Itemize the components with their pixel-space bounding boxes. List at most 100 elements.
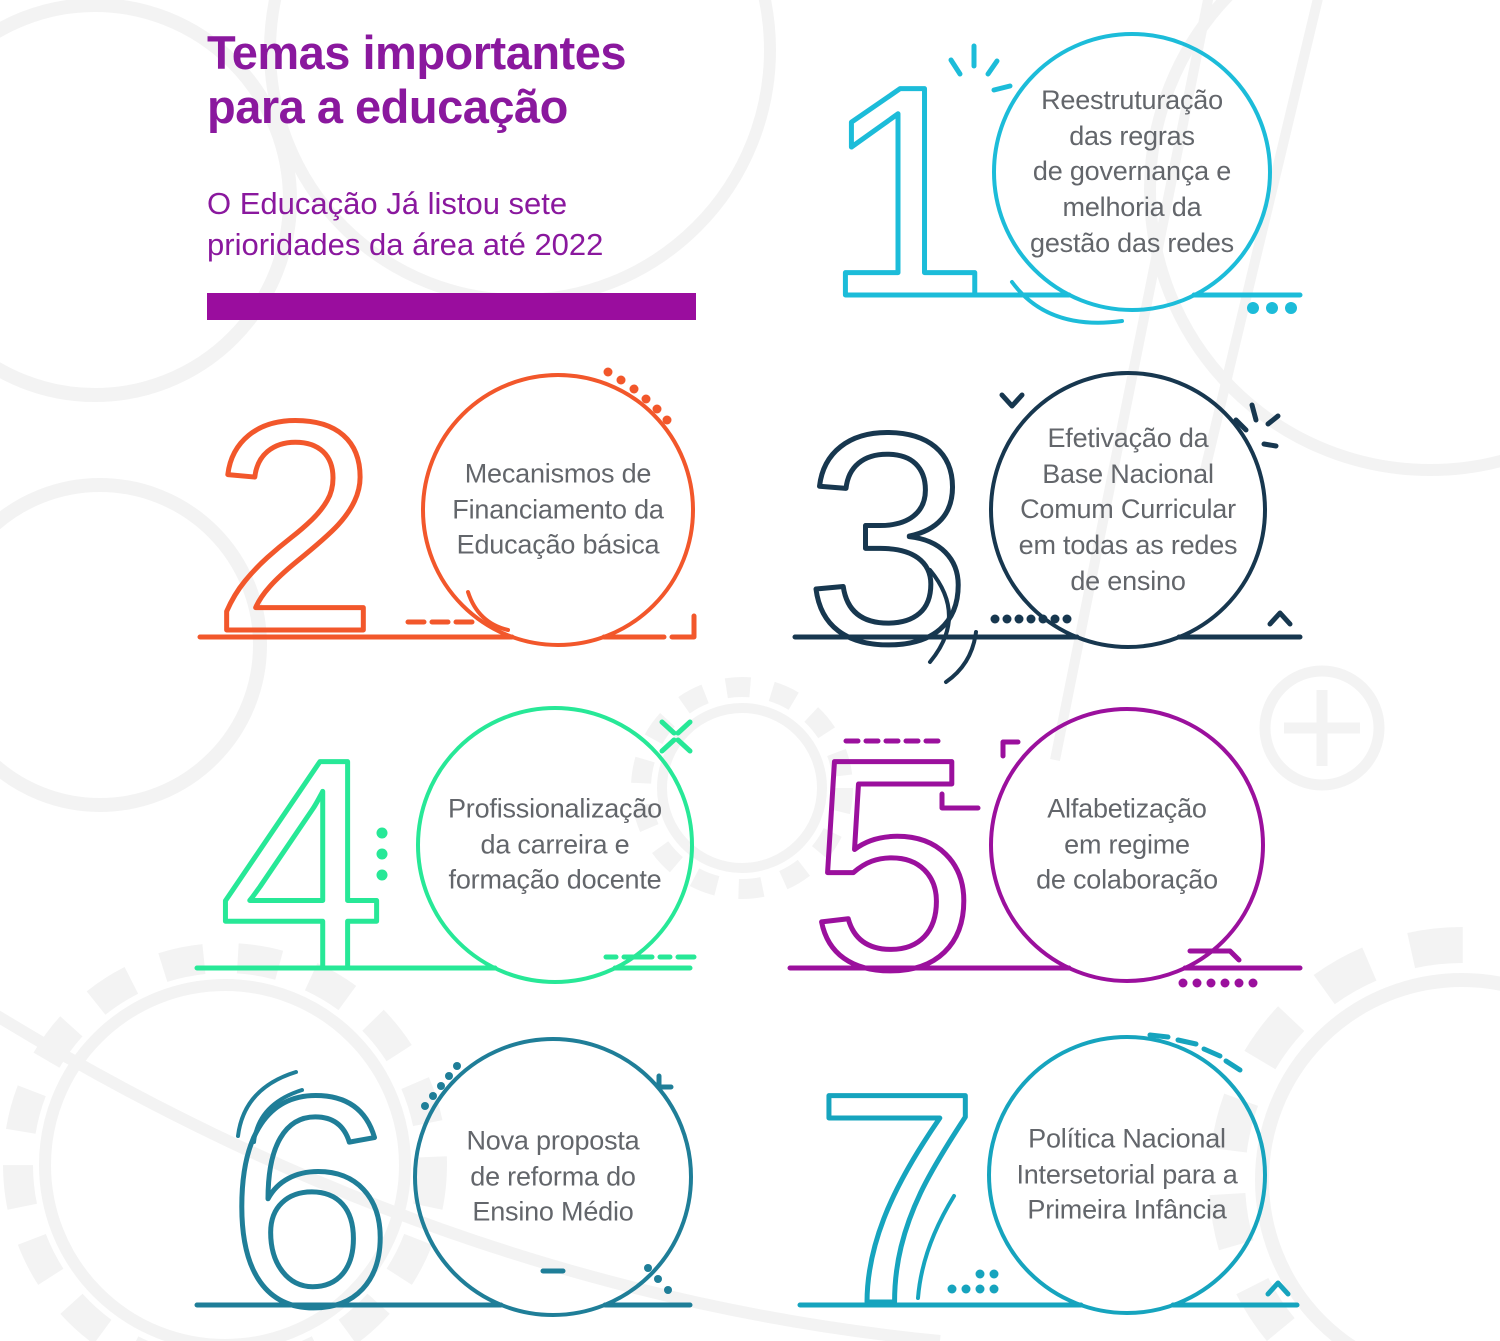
gear-outline-icon: [39, 979, 411, 1341]
item-1-circle: [992, 32, 1272, 312]
item-1-label: Reestruturação das regras de governança …: [1030, 84, 1234, 258]
dot: [376, 848, 388, 860]
item-6-group: 6: [194, 1031, 693, 1341]
dots-icon: [990, 614, 1072, 624]
dot: [652, 404, 662, 414]
item-5-group: 5: [787, 694, 1303, 1035]
x-icon: [659, 719, 693, 754]
dot: [1285, 302, 1297, 314]
item-1-number: 1: [823, 23, 990, 359]
gear-outline-icon: [0, 0, 297, 402]
item-5-label: Alfabetização em regime de colaboração: [1036, 793, 1218, 895]
double-arc-icon: [252, 1088, 304, 1144]
item-3-paren-arc: [928, 568, 951, 664]
dot: [654, 1275, 662, 1283]
dot: [616, 375, 626, 385]
streak: [1200, 0, 1323, 472]
dot: [629, 384, 639, 394]
corner-bracket-icon: [656, 1073, 674, 1090]
item-6-label: Nova proposta de reforma do Ensino Médio: [466, 1125, 640, 1227]
dot: [437, 1082, 445, 1090]
dot: [641, 394, 651, 404]
sweep-arc: [0, 1010, 941, 1341]
item-1-shadow-arc: [1010, 280, 1124, 325]
item-7-number: 7: [814, 1030, 981, 1341]
item-2-inner-arc: [466, 590, 510, 632]
gear-outline-icon: [1255, 973, 1500, 1341]
item-7-inner-arc: [916, 1194, 956, 1300]
dot: [421, 1102, 429, 1110]
dot: [989, 1269, 999, 1279]
dots-icon: [1178, 978, 1258, 988]
sparkle-icon: [948, 43, 1013, 93]
plus-circle-icon: [1259, 665, 1385, 791]
dot: [429, 1092, 437, 1100]
page-title: Temas importantes para a educação: [207, 26, 626, 133]
dot: [445, 1072, 453, 1080]
item-3-circle: [989, 371, 1267, 649]
item-2-number: 2: [212, 358, 379, 694]
dot: [1026, 614, 1036, 624]
gear-outline-icon: [657, 703, 827, 873]
corner-bracket-icon: [1000, 739, 1021, 759]
item-3-group: 3: [792, 368, 1303, 709]
dot: [1247, 302, 1259, 314]
item-3-number: 3: [805, 370, 972, 706]
dot: [664, 1286, 672, 1294]
dot: [662, 415, 672, 425]
chevron-down-icon: [999, 392, 1025, 409]
item-5-circle: [989, 707, 1265, 983]
item-2-group: 2: [197, 356, 697, 697]
item-5-number: 5: [810, 696, 977, 1032]
dot: [947, 1284, 957, 1294]
corner-bracket-icon: [939, 791, 981, 811]
dot: [1014, 614, 1024, 624]
dot: [990, 614, 1000, 624]
dashes-icon: [1147, 1032, 1243, 1073]
dots-icon: [947, 1269, 999, 1294]
item-4-label: Profissionalização da carreira e formaçã…: [447, 793, 662, 895]
plus-icon: [1284, 690, 1360, 766]
dots-icon: [376, 827, 388, 881]
item-2-circle: [421, 373, 695, 647]
dotted-arc-icon: [603, 367, 672, 425]
dots-icon: [1247, 302, 1297, 314]
dot: [961, 1284, 971, 1294]
dot: [376, 827, 388, 839]
item-7-group: 7: [797, 1028, 1300, 1341]
dot: [1220, 978, 1230, 988]
dot: [975, 1284, 985, 1294]
item-6-number: 6: [227, 1033, 394, 1341]
caret-up-icon: [1267, 610, 1293, 627]
dot: [644, 1264, 652, 1272]
item-4-number: 4: [219, 696, 386, 1032]
dot: [1062, 614, 1072, 624]
item-4-group: 4: [194, 694, 697, 1035]
dot: [1266, 302, 1278, 314]
item-7-circle: [987, 1035, 1267, 1315]
dot: [453, 1062, 461, 1070]
dot: [975, 1269, 985, 1279]
dot: [1178, 978, 1188, 988]
gear-outline-icon: [1144, 0, 1500, 476]
dot: [1192, 978, 1202, 988]
corner-bracket-icon: [669, 613, 697, 640]
gear-teeth: [3, 943, 447, 1341]
item-4-circle: [416, 706, 694, 984]
dot: [1038, 614, 1048, 624]
caret-up-icon: [1265, 1280, 1291, 1297]
gear-outline-icon: [0, 478, 267, 812]
dot: [1206, 978, 1216, 988]
gear-teeth: [1209, 927, 1500, 1341]
title-underline-bar: [207, 293, 696, 320]
dot: [1234, 978, 1244, 988]
item-6-circle: [413, 1037, 693, 1317]
dot: [1248, 978, 1258, 988]
gear-teeth: [631, 677, 853, 899]
dot: [1002, 614, 1012, 624]
dot: [989, 1284, 999, 1294]
dot: [1050, 614, 1060, 624]
